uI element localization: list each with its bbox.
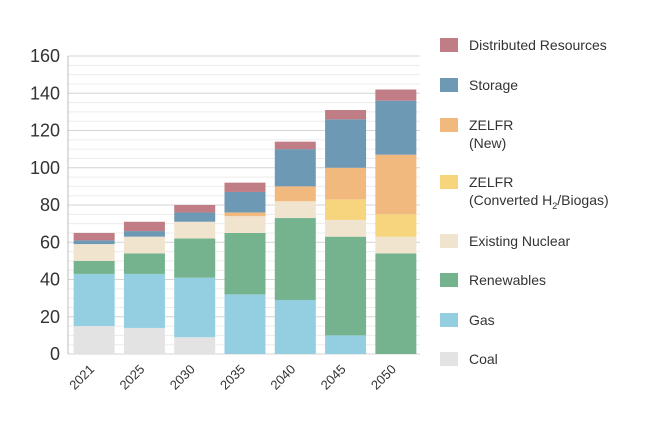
bar-segment-coal-2021	[73, 326, 115, 354]
bar-segment-zelfr-new-2035	[224, 212, 266, 217]
bar-segment-existing-nuclear-2021	[73, 244, 115, 261]
bar-segment-existing-nuclear-2030	[174, 221, 216, 239]
bar-segment-gas-2040	[274, 299, 316, 354]
legend-label-line2-post: /Biogas)	[557, 192, 609, 208]
legend-item-existing-nuclear: Existing Nuclear	[440, 232, 570, 250]
legend-item-storage: Storage	[440, 76, 518, 94]
legend-label-line1: ZELFR	[469, 117, 514, 133]
bar-segment-renewables-2050	[375, 253, 417, 354]
legend-swatch	[440, 273, 458, 287]
legend-swatch	[440, 234, 458, 248]
bar-segment-coal-2025	[123, 327, 165, 354]
bar-segment-distributed-resources-2035	[224, 182, 266, 192]
y-tick-label: 120	[30, 121, 60, 141]
legend-swatch	[440, 38, 458, 52]
bar-segment-renewables-2030	[174, 238, 216, 278]
bars	[73, 89, 417, 354]
bar-segment-storage-2025	[123, 231, 165, 237]
bar-segment-storage-2040	[274, 149, 316, 187]
bar-segment-renewables-2025	[123, 253, 165, 274]
x-axis: 2021 2025 2030 2035 2040 2045 2050	[66, 362, 399, 393]
bar-segment-zelfr-new-2040	[274, 186, 316, 202]
legend-item-coal: Coal	[440, 350, 498, 368]
legend-label-line2: (Converted H2/Biogas)	[469, 191, 609, 211]
legend-item-renewables: Renewables	[440, 271, 546, 289]
legend-item-distributed-resources: Distributed Resources	[440, 36, 607, 54]
bar-segment-storage-2045	[325, 119, 367, 168]
legend-label-line1: ZELFR	[469, 174, 514, 190]
x-tick-label: 2035	[217, 362, 248, 393]
bar-segment-renewables-2021	[73, 260, 115, 274]
y-axis: 0 20 40 60 80 100 120 140 160	[30, 46, 69, 364]
bar-segment-storage-2030	[174, 212, 216, 222]
legend-label: ZELFR (Converted H2/Biogas)	[469, 173, 609, 211]
y-tick-label: 60	[40, 232, 60, 252]
bar-segment-existing-nuclear-2050	[375, 236, 417, 254]
bar-segment-storage-2035	[224, 191, 266, 213]
bar-segment-distributed-resources-2040	[274, 141, 316, 150]
bar-segment-gas-2045	[325, 335, 367, 354]
legend-item-gas: Gas	[440, 311, 495, 329]
bar-segment-zelfr-new-2050	[375, 154, 417, 215]
legend-label-line2-pre: (Converted H	[469, 192, 553, 208]
bar-segment-zelfr-converted-h2-biogas-2050	[375, 214, 417, 237]
bar-segment-distributed-resources-2045	[325, 110, 367, 120]
x-tick-label: 2021	[66, 362, 97, 393]
legend-label: Existing Nuclear	[469, 233, 571, 249]
legend-item-zelfr-new: ZELFR (New)	[440, 116, 513, 152]
legend-label-line2: (New)	[469, 135, 507, 151]
x-tick-label: 2040	[267, 362, 298, 393]
y-tick-label: 100	[30, 158, 60, 178]
bar-segment-distributed-resources-2050	[375, 89, 417, 101]
legend-swatch	[440, 78, 458, 92]
x-tick-label: 2045	[318, 362, 349, 393]
bar-segment-renewables-2035	[224, 232, 266, 295]
x-tick-label: 2050	[368, 362, 399, 393]
legend-label: Renewables	[469, 272, 547, 288]
bar-segment-zelfr-new-2045	[325, 167, 367, 200]
bar-segment-zelfr-converted-h2-biogas-2045	[325, 199, 367, 220]
bar-segment-gas-2030	[174, 277, 216, 338]
legend-swatch	[440, 352, 458, 366]
bar-segment-gas-2035	[224, 294, 266, 354]
legend-label-subscript: 2	[552, 200, 558, 211]
bar-segment-renewables-2040	[274, 218, 316, 300]
legend-swatch	[440, 175, 458, 189]
bar-segment-storage-2021	[73, 240, 115, 245]
legend-swatch	[440, 118, 458, 132]
y-tick-label: 80	[40, 195, 60, 215]
legend-swatch	[440, 313, 458, 327]
x-tick-label: 2030	[167, 362, 198, 393]
bar-segment-gas-2025	[123, 273, 165, 328]
bar-segment-gas-2021	[73, 273, 115, 327]
bar-segment-existing-nuclear-2035	[224, 216, 266, 233]
bar-segment-storage-2050	[375, 100, 417, 155]
bar-segment-distributed-resources-2030	[174, 205, 216, 213]
bar-segment-distributed-resources-2021	[73, 232, 115, 241]
legend-label: Coal	[469, 351, 498, 367]
bar-segment-distributed-resources-2025	[123, 221, 165, 232]
y-tick-label: 160	[30, 46, 60, 66]
legend-item-zelfr-converted: ZELFR (Converted H2/Biogas)	[440, 173, 609, 211]
legend-label: ZELFR (New)	[469, 116, 513, 152]
legend-label: Distributed Resources	[469, 37, 607, 53]
y-tick-label: 40	[40, 270, 60, 290]
bar-segment-coal-2030	[174, 337, 216, 354]
bar-segment-renewables-2045	[325, 236, 367, 336]
legend-label: Gas	[469, 312, 495, 328]
y-tick-label: 0	[50, 344, 60, 364]
bar-segment-existing-nuclear-2025	[123, 236, 165, 254]
bar-segment-existing-nuclear-2040	[274, 201, 316, 219]
y-tick-label: 20	[40, 307, 60, 327]
bar-segment-existing-nuclear-2045	[325, 219, 367, 237]
legend-label: Storage	[469, 77, 519, 93]
y-tick-label: 140	[30, 83, 60, 103]
x-tick-label: 2025	[116, 362, 147, 393]
